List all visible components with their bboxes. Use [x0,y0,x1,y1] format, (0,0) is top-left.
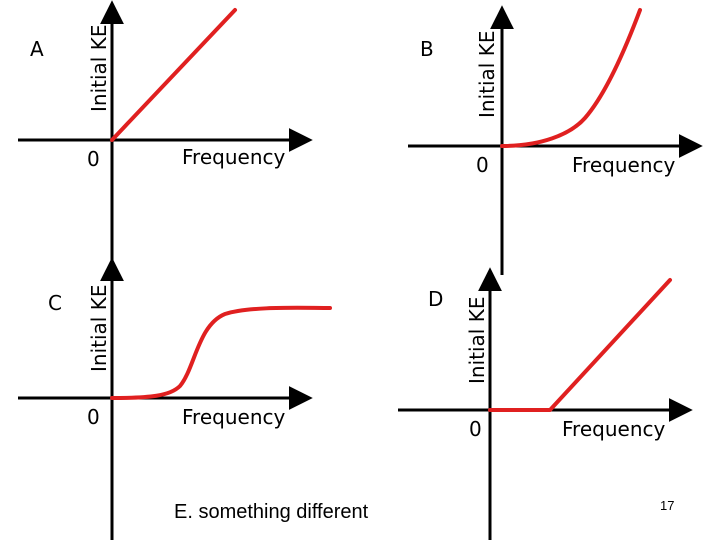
panel-b-xlabel: Frequency [572,153,675,177]
panel-c-xlabel: Frequency [182,405,285,429]
panel-d-origin-label: 0 [469,417,482,441]
panel-d: D Initial KE 0 Frequency [398,267,693,540]
panel-c-origin-label: 0 [87,405,100,429]
panel-c-ylabel: Initial KE [87,285,111,372]
page-number: 17 [660,498,674,513]
panel-a-origin-label: 0 [87,147,100,171]
panel-a-ylabel: Initial KE [87,25,111,112]
panel-c-curve [110,305,332,400]
panel-a-curve [110,8,237,142]
panel-a-xlabel: Frequency [182,145,285,169]
panel-d-xlabel: Frequency [562,417,665,441]
panel-b: B Initial KE 0 Frequency [408,5,703,275]
panel-b-ylabel: Initial KE [475,31,499,118]
panel-c: C Initial KE 0 Frequency [18,257,332,540]
panel-a-letter: A [30,37,44,61]
panel-c-letter: C [48,291,62,315]
panel-d-letter: D [428,287,443,311]
option-e-text: E. something different [174,501,369,523]
panel-d-curve [488,278,672,412]
panel-b-curve [500,8,642,148]
panel-b-origin-label: 0 [476,153,489,177]
panel-b-letter: B [420,37,434,61]
panel-a: A Initial KE 0 Frequency [18,0,313,270]
panel-d-ylabel: Initial KE [465,297,489,384]
